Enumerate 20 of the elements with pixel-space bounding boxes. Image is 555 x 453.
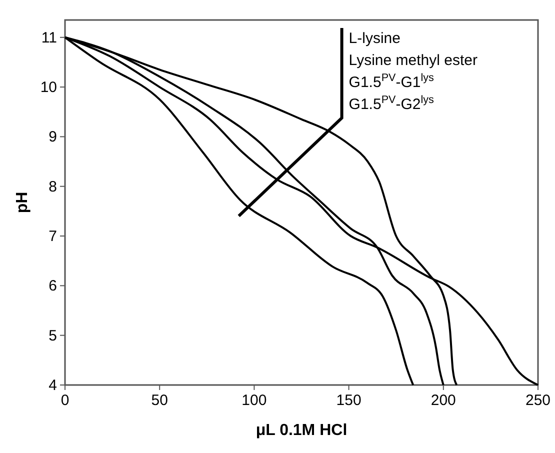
y-tick-label: 5 xyxy=(48,327,57,344)
y-tick-label: 4 xyxy=(48,377,57,394)
y-tick-label: 10 xyxy=(40,79,57,96)
x-axis-title: μL 0.1M HCl xyxy=(256,422,348,439)
x-tick-label: 200 xyxy=(430,392,456,409)
annotation: G1.5$^{PV}$-G2$^{lys}$ xyxy=(348,94,435,113)
y-tick-label: 6 xyxy=(48,278,57,295)
y-axis-title: pH xyxy=(14,192,31,214)
y-tick-label: 9 xyxy=(48,128,57,146)
y-tick-label: 8 xyxy=(48,178,57,196)
annotation: L-lysine xyxy=(348,30,400,47)
x-tick-label: 0 xyxy=(60,392,70,409)
y-tick-label: 11 xyxy=(41,29,57,46)
annotation: Lysine methyl ester xyxy=(348,52,478,69)
x-tick-label: 250 xyxy=(525,392,551,409)
x-tick-label: 100 xyxy=(242,392,267,409)
y-tick-label: 7 xyxy=(48,228,57,246)
x-tick-label: 150 xyxy=(336,392,362,409)
x-tick-label: 50 xyxy=(151,392,168,409)
annotation: G1.5$^{PV}$-G1$^{lys}$ xyxy=(348,72,435,91)
